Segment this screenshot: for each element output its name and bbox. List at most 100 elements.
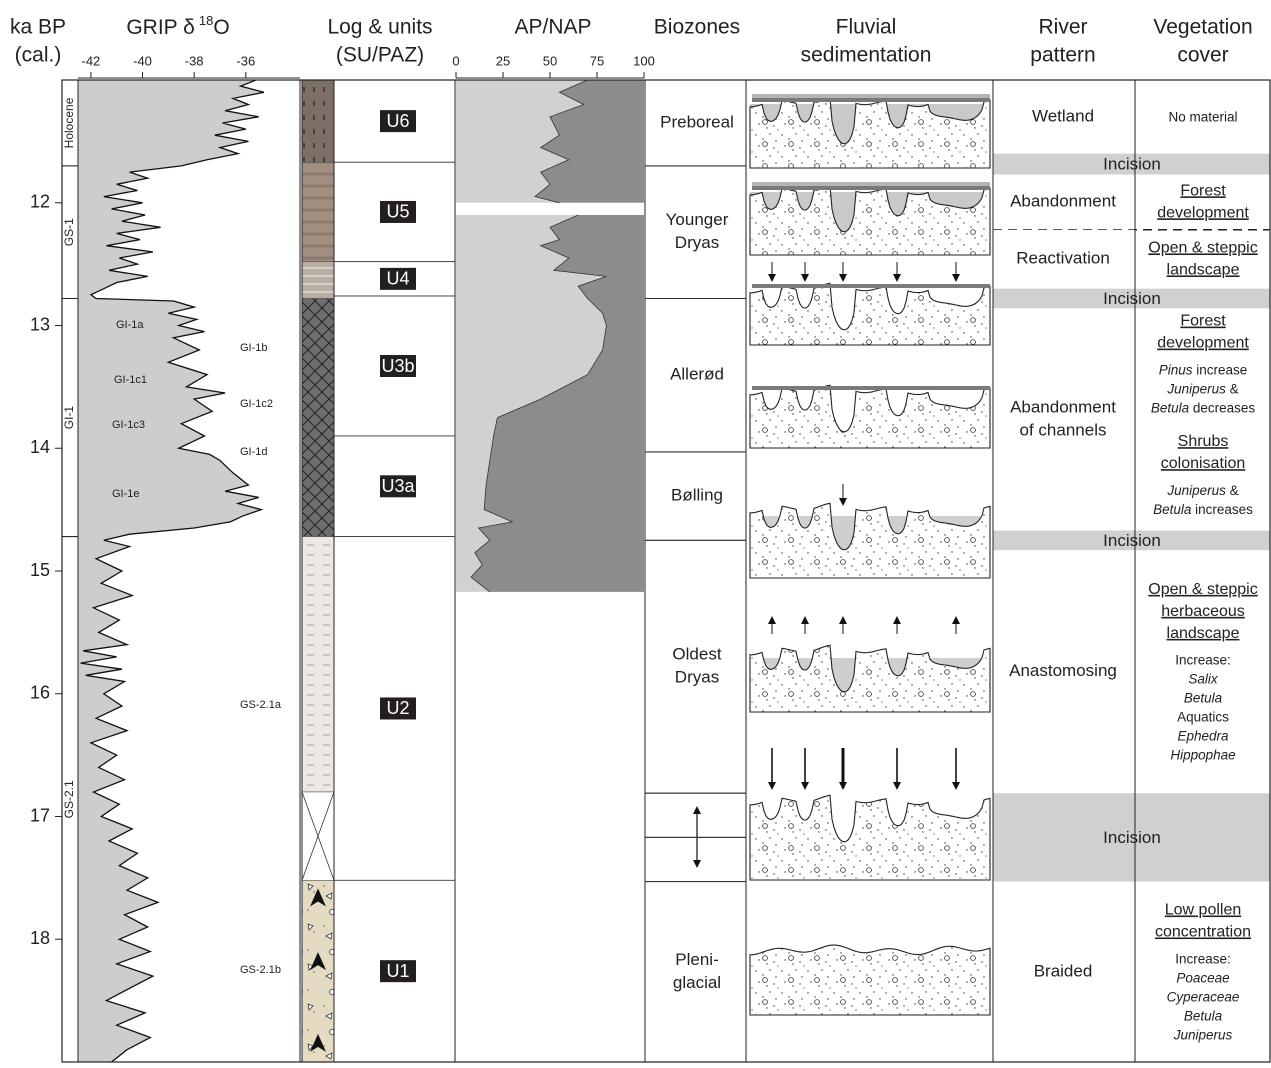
unit-label: U3b xyxy=(381,356,414,376)
y-tick-label: 14 xyxy=(30,437,50,457)
river-pattern: Wetland xyxy=(1032,106,1094,125)
vegetation-line: Salix xyxy=(1188,671,1219,686)
incision-label: Incision xyxy=(1103,289,1161,308)
vegetation-line: Poaceae xyxy=(1176,970,1229,985)
unit-label: U6 xyxy=(386,111,409,131)
river-pattern: Braided xyxy=(1034,961,1093,980)
ground xyxy=(749,384,991,449)
vegetation-line: Hippophae xyxy=(1170,747,1235,762)
unit-badge xyxy=(380,110,416,133)
sediment-band xyxy=(752,284,990,288)
ground xyxy=(749,184,991,256)
stage-label: Holocene xyxy=(62,97,76,148)
incision-band xyxy=(993,530,1270,551)
vegetation-word: Betula xyxy=(1151,400,1190,415)
annotation: GI-1c2 xyxy=(240,398,273,410)
vegetation-heading: Open & steppic xyxy=(1148,239,1257,256)
vegetation-word: Juniperus xyxy=(1173,1027,1233,1042)
curve xyxy=(534,79,588,204)
annotation: GS-2.1b xyxy=(240,964,281,976)
sediment-band xyxy=(752,386,990,390)
vegetation-word: decreases xyxy=(1189,400,1255,415)
vegetation-word: Juniperus xyxy=(1166,483,1226,498)
river-pattern: of channels xyxy=(1020,420,1107,439)
fluvial-title: Fluvial xyxy=(836,16,897,39)
y-tick-label: 17 xyxy=(30,805,50,825)
fluvial-title: sedimentation xyxy=(801,44,932,67)
unit-label: U2 xyxy=(386,698,409,718)
biozone-label: Younger xyxy=(666,210,729,229)
x-tick-label: 0 xyxy=(452,53,459,68)
x-tick-label: -38 xyxy=(185,53,204,68)
vegetation-heading: development xyxy=(1157,335,1249,352)
vegetation-line: No material xyxy=(1168,109,1237,124)
unit-label: U1 xyxy=(386,961,409,981)
stage-label: GS-2.1 xyxy=(62,780,76,818)
biozone-label: Oldest xyxy=(672,645,721,664)
lithology xyxy=(301,298,335,537)
area-left xyxy=(456,215,607,592)
unit-badge xyxy=(380,355,416,378)
annotation: GI-1d xyxy=(240,446,268,458)
vegetation-heading: herbaceous xyxy=(1161,603,1245,620)
vegetation-word: Cyperaceae xyxy=(1167,989,1240,1004)
y-tick-label: 12 xyxy=(30,192,50,212)
sediment-band xyxy=(752,98,990,102)
unit-label: U4 xyxy=(386,269,409,289)
vegetation-line: Betula xyxy=(1184,690,1223,705)
incision-label: Incision xyxy=(1103,155,1161,174)
river-row xyxy=(993,80,1135,154)
stage-label: GS-1 xyxy=(62,218,76,246)
area-right xyxy=(471,215,644,592)
area-right xyxy=(535,80,644,203)
unit-label: U3a xyxy=(381,476,415,496)
paleocurrent xyxy=(310,952,326,971)
log-title: Log & units xyxy=(327,16,432,39)
annotation: GI-1c1 xyxy=(114,374,147,386)
vegetation-word: No material xyxy=(1168,109,1237,124)
vegetation-word: & xyxy=(1226,381,1239,396)
vegetation-word: Hippophae xyxy=(1170,747,1235,762)
river-row xyxy=(993,229,1135,289)
paleocurrent xyxy=(310,1033,326,1052)
incision-band xyxy=(993,288,1270,309)
biozones-title: Biozones xyxy=(654,16,740,39)
annotation: GI-1a xyxy=(116,319,144,331)
vegetation-line: Betula xyxy=(1184,1008,1223,1023)
vegetation-title: cover xyxy=(1177,44,1228,67)
lithology xyxy=(301,161,335,262)
ground xyxy=(749,502,991,579)
vegetation-line: Juniperus xyxy=(1173,1027,1233,1042)
ground xyxy=(749,944,991,1016)
river-pattern: Abandonment xyxy=(1010,397,1116,416)
annotation: GS-2.1a xyxy=(240,699,282,711)
vegetation-line: Betula increases xyxy=(1153,502,1253,517)
annotation: GI-1b xyxy=(240,342,268,354)
biozone xyxy=(644,792,747,838)
vegetation-word: Betula xyxy=(1184,1008,1223,1023)
incision-label: Incision xyxy=(1103,828,1161,847)
y-tick-label: 16 xyxy=(30,683,50,703)
x-tick-label: 100 xyxy=(633,53,655,68)
biozone-label: Dryas xyxy=(675,233,719,252)
grip-title-sup: 18 xyxy=(199,13,213,28)
y-axis-title: ka BP xyxy=(10,16,66,39)
vegetation-word: Pinus xyxy=(1159,362,1193,377)
unit-badge xyxy=(380,697,416,720)
ground xyxy=(749,282,991,346)
unit-badge xyxy=(380,475,416,498)
biozone-label: Preboreal xyxy=(660,112,734,131)
unit-badge xyxy=(380,960,416,983)
x-tick-label: 50 xyxy=(543,53,557,68)
vegetation-line: Aquatics xyxy=(1177,709,1229,724)
river-pattern: Anastomosing xyxy=(1009,661,1117,680)
vegetation-word: Poaceae xyxy=(1176,970,1229,985)
unit xyxy=(333,261,456,297)
vegetation-word: Betula xyxy=(1184,690,1223,705)
y-axis-title: (cal.) xyxy=(15,44,62,67)
river-title: River xyxy=(1038,16,1087,39)
incision-label: Incision xyxy=(1103,531,1161,550)
x-tick-label: -42 xyxy=(82,53,101,68)
vegetation-word: Increase: xyxy=(1175,652,1231,667)
curve xyxy=(470,214,607,593)
